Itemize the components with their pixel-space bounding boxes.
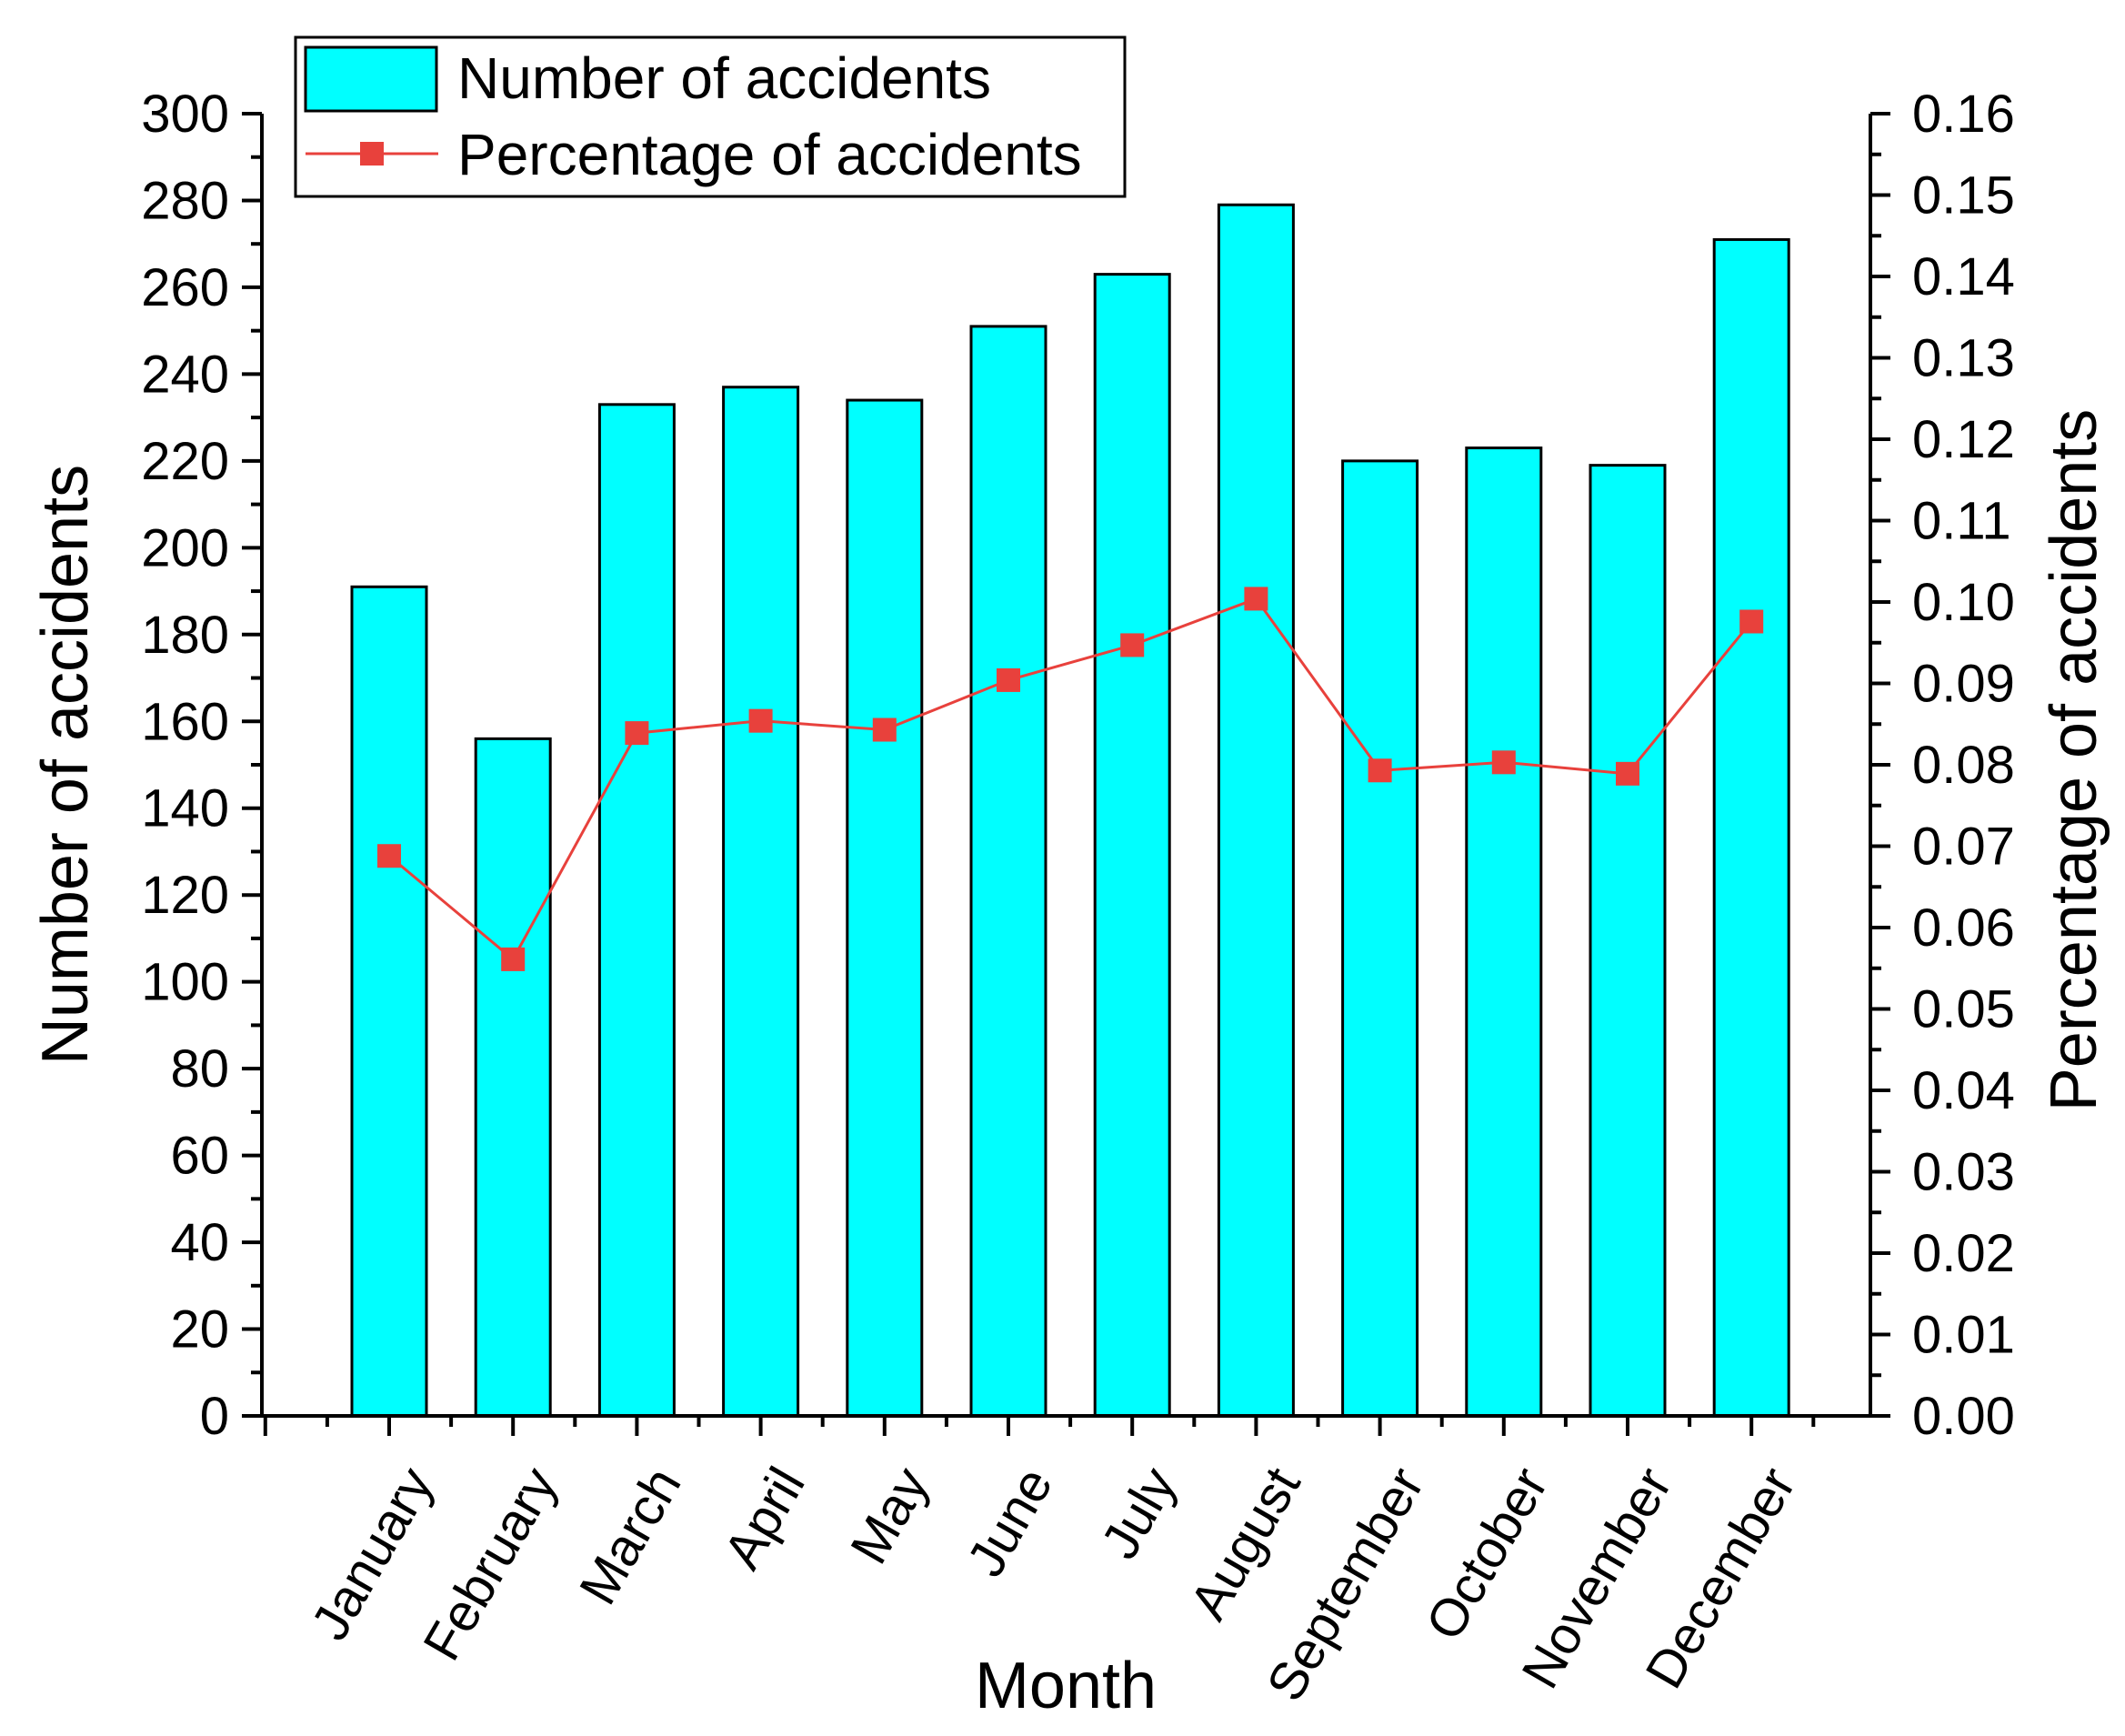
x-tick-label: April: [713, 1458, 817, 1579]
y-tick-label: 120: [141, 866, 229, 925]
x-tick-label: March: [568, 1458, 693, 1614]
line-series: [377, 587, 1764, 971]
y2-tick-label: 0.04: [1912, 1061, 2015, 1120]
y2-tick-label: 0.11: [1912, 492, 2011, 551]
marker-march: [625, 721, 649, 746]
y-tick-label: 20: [170, 1300, 229, 1360]
bar-may: [846, 398, 924, 1418]
marker-july: [1120, 633, 1145, 657]
y-tick-label: 100: [141, 953, 229, 1012]
y-tick-label: 240: [141, 345, 229, 404]
x-axis-title: Month: [975, 1650, 1157, 1722]
legend-marker-swatch: [360, 142, 384, 166]
y-tick-label: 220: [141, 432, 229, 491]
y2-tick-label: 0.08: [1912, 736, 2015, 795]
y-tick-label: 300: [141, 85, 229, 144]
bar-july: [1093, 273, 1171, 1418]
y2-tick-label: 0.15: [1912, 166, 2015, 226]
y2-tick-label: 0.06: [1912, 898, 2015, 958]
y2-tick-label: 0.10: [1912, 573, 2015, 632]
bar-september: [1341, 459, 1419, 1418]
legend-bar-swatch: [304, 45, 438, 113]
y-tick-label: 160: [141, 692, 229, 751]
y2-tick-label: 0.14: [1912, 247, 2015, 306]
y-tick-label: 0: [200, 1387, 229, 1446]
marker-october: [1491, 750, 1516, 775]
y2-tick-label: 0.02: [1912, 1224, 2015, 1283]
y-tick-label: 200: [141, 518, 229, 577]
y2-axis-title: Percentage of accidents: [2038, 409, 2110, 1112]
y2-tick-label: 0.03: [1912, 1143, 2015, 1202]
bar-april: [722, 386, 800, 1418]
legend-bar-label: Number of accidents: [457, 45, 991, 111]
marker-january: [377, 844, 401, 868]
marker-december: [1739, 609, 1764, 634]
x-tick-label: July: [1090, 1458, 1188, 1569]
marker-may: [872, 717, 897, 742]
y2-tick-label: 0.05: [1912, 980, 2015, 1039]
y2-tick-label: 0.00: [1912, 1387, 2015, 1446]
marker-february: [501, 947, 526, 971]
bar-june: [969, 325, 1047, 1418]
y-tick-label: 60: [170, 1127, 229, 1186]
y2-tick-label: 0.09: [1912, 655, 2015, 714]
y-tick-label: 280: [141, 171, 229, 230]
y2-tick-label: 0.01: [1912, 1306, 2015, 1365]
marker-august: [1244, 587, 1268, 611]
legend: Number of accidents Percentage of acciden…: [294, 35, 1127, 198]
bar-august: [1217, 203, 1295, 1418]
y2-tick-label: 0.12: [1912, 410, 2015, 469]
percentage-line: [388, 597, 1753, 962]
x-tick-label: August: [1178, 1458, 1312, 1630]
marker-june: [997, 667, 1020, 692]
bar-february: [474, 737, 552, 1418]
marker-november: [1616, 761, 1639, 786]
marker-april: [748, 708, 773, 733]
bar-december: [1712, 237, 1790, 1418]
y2-tick-label: 0.13: [1912, 329, 2015, 388]
bar-march: [597, 403, 676, 1418]
y-tick-label: 180: [141, 606, 229, 665]
y2-tick-label: 0.07: [1912, 818, 2015, 877]
bar-january: [350, 585, 428, 1418]
bar-october: [1465, 447, 1543, 1418]
y-tick-label: 140: [141, 779, 229, 838]
y-tick-label: 40: [170, 1213, 229, 1272]
y-tick-label: 260: [141, 258, 229, 317]
marker-september: [1368, 758, 1392, 783]
x-tick-label: May: [839, 1458, 940, 1573]
bar-november: [1589, 464, 1667, 1418]
y-axis-title: Number of accidents: [29, 465, 102, 1065]
bar-series: [350, 203, 1790, 1418]
y2-tick-label: 0.16: [1912, 85, 2015, 144]
x-tick-label: June: [956, 1458, 1064, 1586]
legend-line-label: Percentage of accidents: [457, 122, 1082, 187]
y-tick-label: 80: [170, 1039, 229, 1099]
